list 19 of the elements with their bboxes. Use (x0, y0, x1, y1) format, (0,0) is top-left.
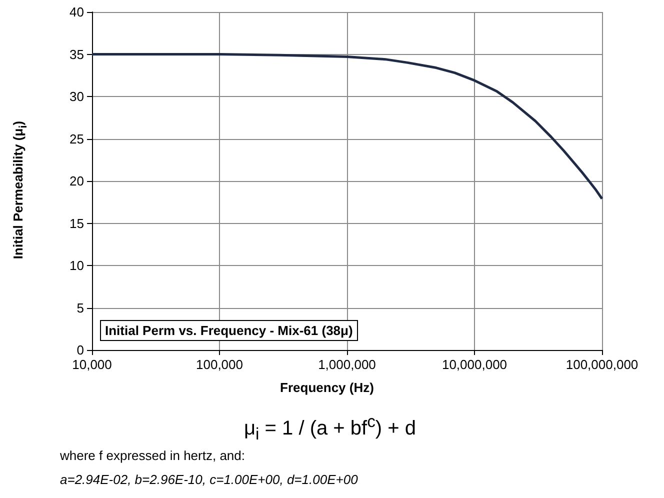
x-tick-label: 100,000 (196, 357, 243, 372)
text: where f expressed in hertz, and: (60, 448, 245, 463)
y-tick-label: 15 (70, 216, 84, 231)
y-tick-label: 40 (70, 4, 84, 20)
y-tick-label: 35 (70, 46, 84, 62)
y-tick-label: 0 (76, 342, 84, 358)
y-tick-label: 5 (76, 300, 84, 316)
y-tick-label: 20 (70, 174, 84, 188)
x-axis-title: Frequency (Hz) (280, 380, 374, 395)
text: Initial Perm vs. Frequency - Mix-61 (38μ) (100, 320, 358, 341)
text: a=2.94E-02, b=2.96E-10, c=1.00E+00, d=1.00E+00 (60, 472, 358, 487)
x-tick-label: 10,000,000 (442, 357, 508, 372)
x-tick-label: 100,000,000 (566, 357, 638, 372)
y-tick-label: 25 (70, 131, 84, 146)
y-tick-label: 30 (70, 89, 84, 104)
x-tick-label: 1,000,000 (318, 357, 376, 372)
y-tick-label: 10 (70, 258, 84, 273)
text: μ$_{i}$ = 1 / (a + bf$^{c}$) + d (244, 412, 416, 445)
x-tick-label: 10,000 (72, 357, 112, 372)
